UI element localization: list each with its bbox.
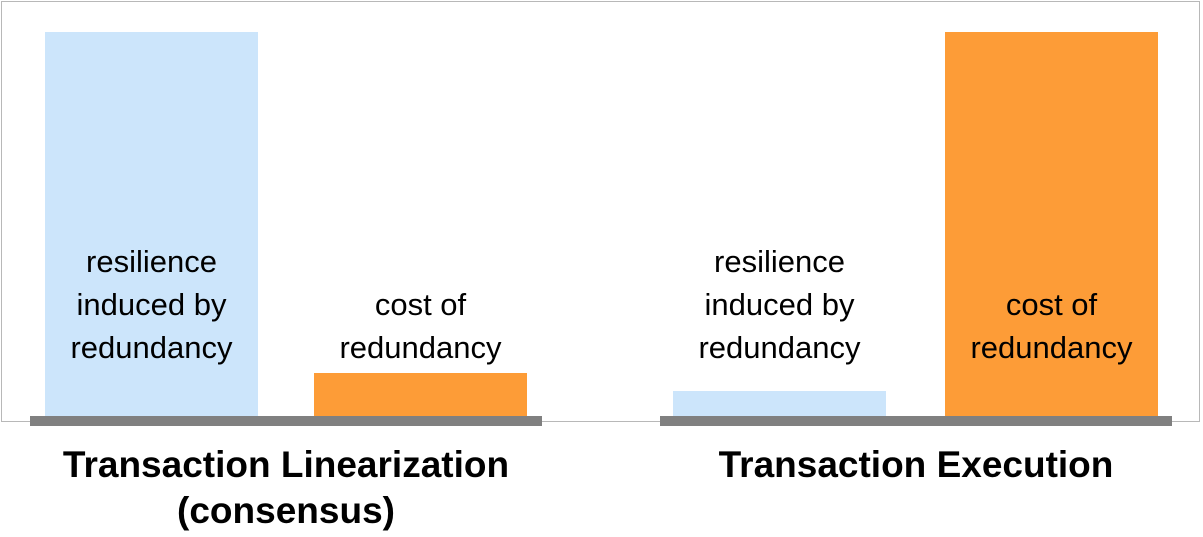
- resilience-label-linearization: resilience induced by redundancy: [70, 244, 233, 365]
- cost-label-execution: cost of redundancy: [970, 287, 1133, 365]
- resilience-label-execution: resilience induced by redundancy: [698, 244, 861, 365]
- resilience-bar-linearization: [45, 32, 258, 418]
- baseline-linearization: [30, 416, 542, 426]
- cost-bar-linearization: [314, 373, 527, 418]
- baseline-execution: [660, 416, 1172, 426]
- group-title-execution: Transaction Execution: [718, 444, 1114, 485]
- group-title-linearization: Transaction Linearization (consensus): [62, 444, 510, 531]
- cost-label-linearization: cost of redundancy: [339, 287, 502, 365]
- diagram-frame: [1, 1, 1200, 422]
- cost-bar-execution: [945, 32, 1158, 418]
- resilience-bar-execution: [673, 391, 886, 418]
